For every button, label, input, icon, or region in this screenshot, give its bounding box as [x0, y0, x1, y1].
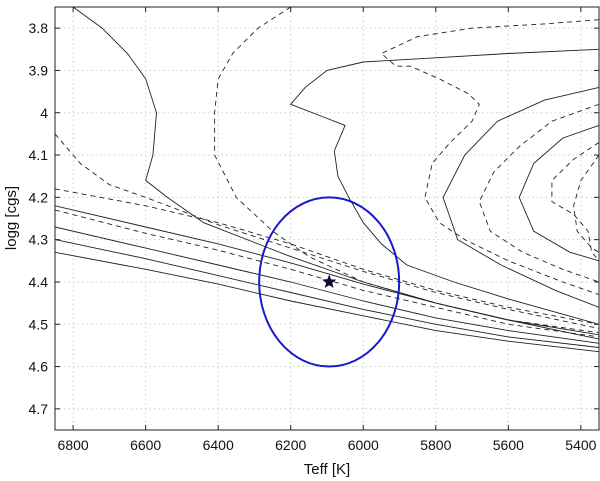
isochrone-track-dashed — [55, 188, 599, 325]
x-tick-label: 6600 — [130, 437, 161, 453]
evolutionary-tracks — [55, 7, 599, 353]
isochrone-track-dashed — [214, 7, 599, 334]
isochrone-track-solid — [55, 239, 599, 348]
isochrone-track-solid — [518, 124, 599, 262]
x-tick-label: 5800 — [420, 437, 451, 453]
x-axis-label: Teff [K] — [304, 461, 350, 478]
isochrone-track-solid — [55, 205, 599, 336]
y-axis-label: logg [cgs] — [3, 186, 20, 250]
y-tick-label: 4.3 — [29, 232, 49, 248]
plot-frame — [54, 6, 600, 431]
error-ellipse — [258, 196, 401, 368]
x-tick-label: 6200 — [275, 437, 306, 453]
isochrone-track-solid — [442, 86, 599, 308]
isochrone-track-solid — [55, 226, 599, 344]
overlay-markers — [258, 196, 401, 368]
axis-ticks: 6800 6600 6400 6200 6000 5800 5600 5400 3.8 3.9 4 4… — [29, 7, 599, 453]
isochrone-track-solid — [72, 7, 599, 340]
x-tick-label: 5600 — [493, 437, 524, 453]
x-tick-label: 6800 — [58, 437, 89, 453]
y-tick-label: 4.7 — [29, 401, 49, 417]
y-tick-label: 3.9 — [29, 62, 49, 78]
isochrone-track-dashed — [478, 103, 599, 283]
isochrone-track-dashed — [380, 19, 599, 296]
y-tick-label: 4.4 — [29, 274, 49, 290]
x-tick-label: 6400 — [203, 437, 234, 453]
grid-lines — [55, 7, 599, 430]
y-tick-label: 4.1 — [29, 147, 49, 163]
isochrone-track-solid — [55, 251, 599, 353]
x-tick-label: 6000 — [348, 437, 379, 453]
isochrone-track-dashed — [55, 133, 599, 329]
isochrone-track-dashed — [551, 142, 599, 262]
x-tick-label: 5400 — [565, 437, 596, 453]
y-tick-label: 4.2 — [29, 189, 49, 205]
y-tick-label: 4 — [40, 105, 48, 121]
isochrone-track-dashed — [573, 154, 599, 253]
isochrone-track-solid — [289, 48, 599, 325]
star-marker-icon — [322, 274, 337, 288]
y-tick-label: 4.5 — [29, 316, 49, 332]
y-tick-label: 3.8 — [29, 20, 49, 36]
y-tick-label: 4.6 — [29, 359, 49, 375]
